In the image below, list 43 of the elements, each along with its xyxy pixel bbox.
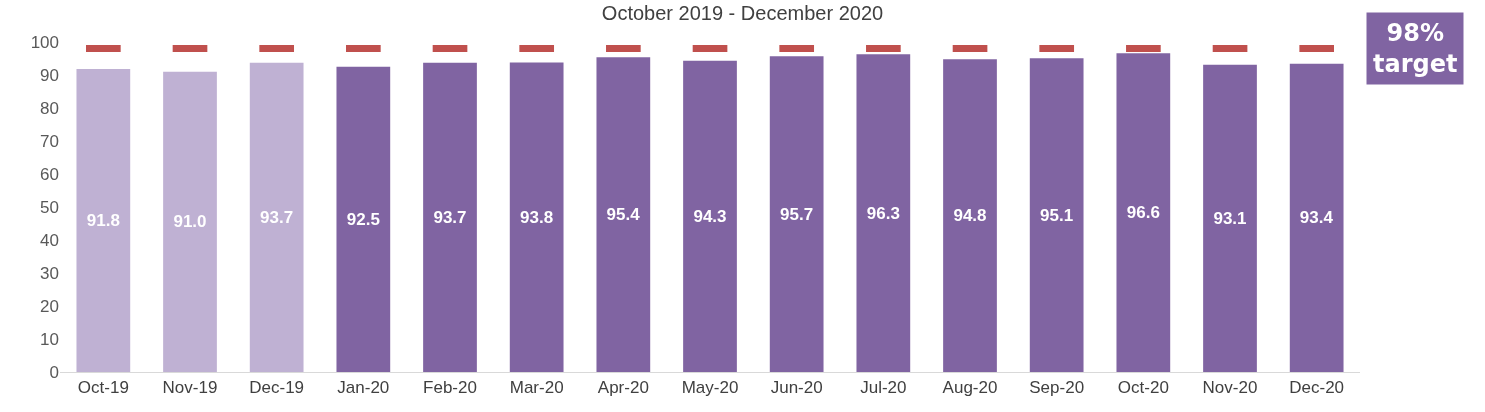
ref-line-label: 98% target bbox=[1373, 19, 1458, 79]
y-tick-label: 60 bbox=[40, 164, 59, 184]
y-tick-label: 30 bbox=[40, 263, 59, 283]
x-tick-label: Nov-19 bbox=[162, 378, 218, 398]
x-tick-label: Jan-20 bbox=[337, 378, 390, 398]
data-label: 91.0 bbox=[173, 212, 207, 232]
data-label: 92.5 bbox=[346, 209, 380, 229]
y-tick-label: 100 bbox=[30, 32, 59, 52]
y-tick-label: 20 bbox=[40, 296, 59, 316]
x-tick-label: Jun-20 bbox=[770, 378, 823, 398]
x-tick-label: Nov-20 bbox=[1202, 378, 1258, 398]
chart-title: October 2019 - December 2020 bbox=[601, 2, 884, 25]
x-tick-label: Mar-20 bbox=[509, 378, 564, 398]
data-label: 93.8 bbox=[520, 207, 554, 227]
x-tick-label: Apr-20 bbox=[597, 378, 649, 398]
y-tick-label: 0 bbox=[49, 362, 59, 382]
x-tick-label: Dec-20 bbox=[1289, 378, 1345, 398]
x-tick-label: Oct-19 bbox=[77, 378, 129, 398]
y-tick-label: 10 bbox=[40, 329, 59, 349]
y-tick-label: 80 bbox=[40, 98, 59, 118]
data-label: 95.4 bbox=[606, 205, 641, 225]
x-tick-label: Feb-20 bbox=[423, 378, 477, 398]
x-tick-label: Sep-20 bbox=[1029, 378, 1085, 398]
y-tick-label: 90 bbox=[40, 65, 59, 85]
data-label: 93.1 bbox=[1213, 208, 1247, 228]
data-label: 91.8 bbox=[86, 211, 120, 231]
x-tick-label: May-20 bbox=[681, 378, 739, 398]
data-label: 93.4 bbox=[1299, 208, 1334, 228]
x-tick-label: Aug-20 bbox=[942, 378, 998, 398]
data-label: 95.7 bbox=[780, 204, 814, 224]
data-label: 96.3 bbox=[866, 203, 900, 223]
x-tick-label: Dec-19 bbox=[249, 378, 305, 398]
y-tick-label: 50 bbox=[40, 197, 59, 217]
data-label: 94.3 bbox=[693, 206, 727, 226]
data-label: 94.8 bbox=[953, 206, 987, 226]
y-tick-label: 70 bbox=[40, 131, 59, 151]
data-label: 96.6 bbox=[1126, 203, 1160, 223]
data-label: 93.7 bbox=[433, 207, 467, 227]
data-label: 95.1 bbox=[1040, 205, 1074, 225]
data-label: 93.7 bbox=[260, 207, 294, 227]
x-tick-label: Jul-20 bbox=[860, 378, 907, 398]
x-tick-label: Oct-20 bbox=[1117, 378, 1169, 398]
y-tick-label: 40 bbox=[40, 230, 59, 250]
